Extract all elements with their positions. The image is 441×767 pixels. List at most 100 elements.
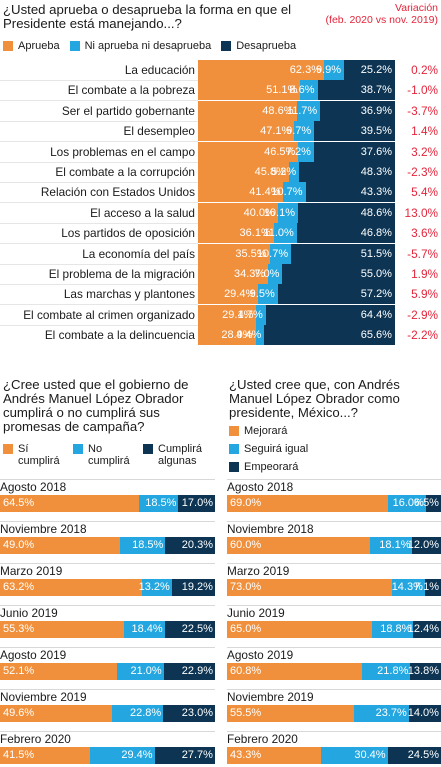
bar-segment-mexico-2: 13.8% bbox=[407, 663, 441, 680]
data-label: 55.3% bbox=[3, 623, 35, 635]
data-label: 62.3% bbox=[289, 64, 321, 76]
date-label: Agosto 2019 bbox=[0, 648, 67, 662]
data-label: 14.3% bbox=[391, 581, 423, 593]
stacked-bar: 46.5% 7.2% 37.6% bbox=[198, 141, 395, 162]
variacion-value: 5.9% bbox=[411, 287, 438, 302]
stacked-bar: 41.5% 29.4% 27.7% bbox=[0, 747, 215, 764]
stacked-bar: 60.8% 21.8% 13.8% bbox=[227, 663, 441, 680]
legend-label: Aprueba bbox=[18, 40, 60, 52]
data-label: 73.0% bbox=[230, 581, 262, 593]
data-label: 18.4% bbox=[131, 623, 163, 635]
data-label: 45.8% bbox=[254, 166, 286, 178]
data-label: 20.3% bbox=[181, 539, 213, 551]
data-label: 46.5% bbox=[264, 145, 296, 158]
legend-swatch bbox=[3, 444, 13, 454]
bar-segment-ni-aprueba: 4.4% bbox=[236, 325, 265, 346]
legend-swatch bbox=[229, 426, 239, 436]
date-label: Noviembre 2018 bbox=[227, 522, 314, 536]
data-label: 23.7% bbox=[375, 707, 407, 719]
right-legend: Mejorará Seguirá igual Empeorará bbox=[229, 423, 441, 479]
bar-segment-ni-aprueba: 9.7% bbox=[286, 121, 315, 142]
bar-segment-aprueba: 36.1% bbox=[198, 223, 274, 244]
category-label: Los problemas en el campo bbox=[50, 144, 195, 159]
category-label: Los partidos de oposición bbox=[61, 226, 195, 241]
bar-segment-cumplira-0: 64.5% bbox=[0, 495, 139, 512]
variacion-value: 1.9% bbox=[411, 267, 438, 281]
stacked-bar: 51.1% 8.6% 38.7% bbox=[198, 80, 395, 101]
chart-row: El combate a la delincuencia 28.9% 4.4% 65.… bbox=[0, 325, 441, 346]
bar-segment-aprueba: 29.4% bbox=[198, 284, 259, 305]
data-label: 13.8% bbox=[407, 665, 439, 677]
data-label: 12.4% bbox=[407, 623, 439, 635]
data-label: 7.2% bbox=[285, 145, 311, 158]
category-label: El desempleo bbox=[123, 124, 195, 139]
data-label: 10.7% bbox=[271, 186, 303, 199]
row-divider bbox=[0, 222, 198, 224]
data-label: 30.4% bbox=[354, 749, 386, 761]
bar-segment-ni-aprueba: 10.1% bbox=[264, 202, 298, 223]
data-label: 24.5% bbox=[407, 749, 439, 761]
row-divider bbox=[0, 79, 198, 81]
bar-segment-ni-aprueba: 7.2% bbox=[286, 141, 314, 162]
stacked-bar: 41.4% 10.7% 43.3% bbox=[198, 182, 395, 203]
bar-segment-cumplira-1: 18.5% bbox=[138, 495, 179, 512]
bar-segment-cumplira-2: 27.7% bbox=[154, 747, 215, 764]
row-divider bbox=[227, 731, 441, 732]
stacked-bar: 69.0% 16.0% 6.5% bbox=[227, 495, 441, 512]
bar-segment-mexico-1: 18.8% bbox=[371, 621, 414, 638]
data-label: 18.5% bbox=[145, 497, 177, 509]
right-question: ¿Usted cree que, con Andrés Manuel López… bbox=[229, 377, 400, 420]
data-label: 65.6% bbox=[360, 329, 392, 342]
date-label: Noviembre 2018 bbox=[0, 522, 87, 536]
data-label: 7.0% bbox=[254, 268, 280, 280]
bar-segment-aprueba: 62.3% bbox=[198, 60, 324, 80]
bar-segment-mexico-0: 60.0% bbox=[227, 537, 370, 554]
chart-row: Relación con Estados Unidos 41.4% 10.7% 43.… bbox=[0, 182, 441, 203]
bar-segment-ni-aprueba: 10.7% bbox=[257, 243, 292, 264]
data-label: 49.6% bbox=[3, 707, 35, 719]
variacion-value: -2.9% bbox=[407, 307, 438, 322]
data-label: 10.7% bbox=[256, 247, 289, 260]
data-label: 46.8% bbox=[360, 227, 392, 240]
data-label: 36.9% bbox=[360, 104, 392, 117]
stacked-bar: 65.0% 18.8% 12.4% bbox=[227, 621, 441, 638]
data-label: 4.7% bbox=[237, 308, 263, 321]
data-label: 37.6% bbox=[360, 145, 392, 158]
category-label: El combate al crimen organizado bbox=[23, 307, 195, 322]
stacked-bar: 29.1% 4.7% 64.4% bbox=[198, 304, 395, 325]
data-label: 48.6% bbox=[360, 206, 392, 219]
category-label: El combate a la delincuencia bbox=[44, 328, 195, 343]
bar-segment-cumplira-1: 13.2% bbox=[139, 579, 172, 596]
bar-segment-aprueba: 48.6% bbox=[198, 100, 297, 121]
stacked-bar: 52.1% 21.0% 22.9% bbox=[0, 663, 215, 680]
stacked-bar: 40.0% 10.1% 48.6% bbox=[198, 202, 395, 223]
bar-segment-cumplira-1: 21.0% bbox=[116, 663, 164, 680]
stacked-bar: 55.5% 23.7% 14.0% bbox=[227, 705, 441, 722]
bar-segment-desaprueba: 48.3% bbox=[299, 162, 395, 182]
variacion-value: 5.4% bbox=[411, 185, 438, 200]
bar-segment-ni-aprueba: 10.7% bbox=[271, 182, 306, 203]
variacion-title: Variación bbox=[395, 2, 438, 14]
data-label: 52.1% bbox=[3, 665, 35, 677]
stacked-bar: 45.8% 5.2% 48.3% bbox=[198, 162, 395, 182]
bar-segment-cumplira-1: 18.4% bbox=[123, 621, 165, 638]
bar-segment-mexico-1: 30.4% bbox=[321, 747, 388, 764]
row-divider bbox=[0, 141, 198, 143]
chart-row: La economía del país 35.5% 10.7% 51.5% -5.7% bbox=[0, 243, 441, 264]
data-label: 5.2% bbox=[271, 166, 297, 178]
legend-swatch bbox=[69, 41, 80, 51]
data-label: 48.6% bbox=[262, 104, 294, 117]
bar-segment-aprueba: 51.1% bbox=[198, 80, 301, 101]
stacked-bar: 64.5% 18.5% 17.0% bbox=[0, 495, 215, 512]
stacked-bar: 43.3% 30.4% 24.5% bbox=[227, 747, 441, 764]
variacion-value: -3.7% bbox=[407, 103, 438, 118]
data-label: 28.9% bbox=[221, 329, 253, 342]
stacked-bar: 49.6% 22.8% 23.0% bbox=[0, 705, 215, 722]
data-label: 69.0% bbox=[230, 497, 262, 509]
data-label: 12.0% bbox=[407, 539, 439, 551]
stacked-bar: 63.2% 13.2% 19.2% bbox=[0, 579, 215, 596]
date-label: Noviembre 2019 bbox=[227, 690, 314, 704]
data-label: 18.1% bbox=[379, 539, 411, 551]
variacion-subtitle: (feb. 2020 vs nov. 2019) bbox=[325, 14, 438, 26]
stacked-bar: 29.4% 9.5% 57.2% bbox=[198, 284, 395, 305]
